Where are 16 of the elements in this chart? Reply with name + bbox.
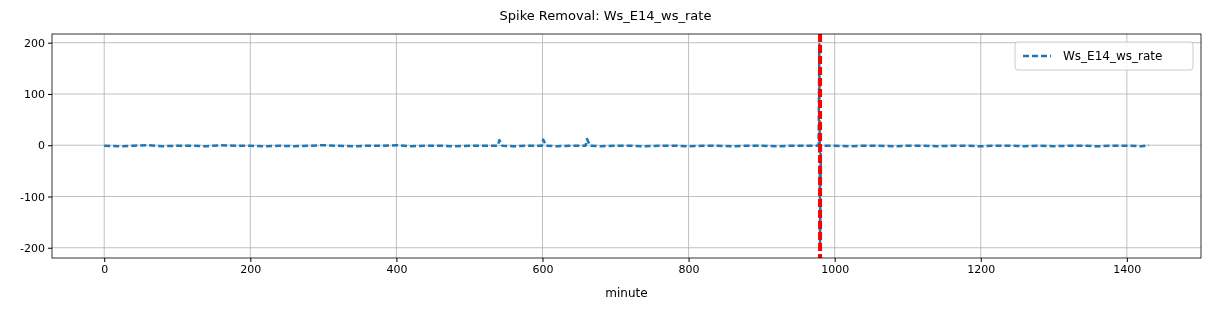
- y-tick-label: 0: [38, 139, 45, 153]
- legend-label: Ws_E14_ws_rate: [1063, 49, 1163, 63]
- x-tick-label: 200: [240, 262, 262, 276]
- y-tick-label: 200: [24, 36, 45, 50]
- chart-title: Spike Removal: Ws_E14_ws_rate: [499, 8, 712, 23]
- x-tick-label: 1200: [967, 262, 996, 276]
- x-tick-label: 600: [532, 262, 554, 276]
- y-tick-label: -100: [20, 190, 45, 204]
- x-tick-label: 1400: [1113, 262, 1142, 276]
- x-tick-label: 800: [678, 262, 700, 276]
- y-tick-label: -200: [20, 241, 45, 255]
- y-tick-label: 100: [24, 87, 45, 101]
- x-tick-label: 1000: [821, 262, 850, 276]
- x-tick-label: 400: [386, 262, 408, 276]
- x-tick-label: 0: [101, 262, 109, 276]
- x-axis-title: minute: [605, 286, 648, 300]
